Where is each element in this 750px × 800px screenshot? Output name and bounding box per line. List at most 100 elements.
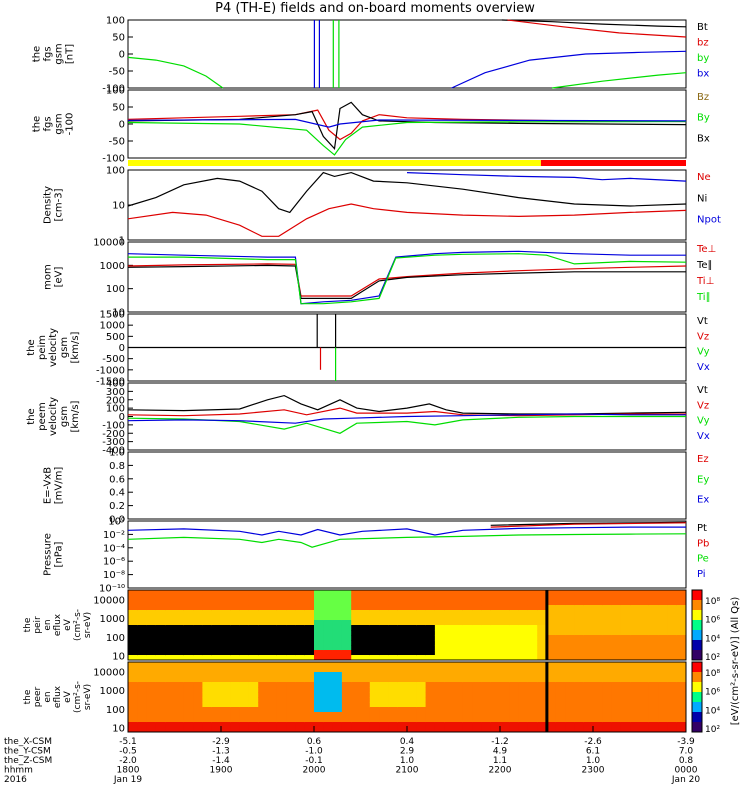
spectrogram-cell bbox=[397, 712, 408, 718]
colorbar-tick: 10² bbox=[705, 653, 720, 663]
spectrogram-cell bbox=[676, 625, 687, 631]
spectrogram-cell bbox=[611, 687, 622, 693]
spectrogram-cell bbox=[537, 662, 547, 668]
spectrogram-cell bbox=[304, 625, 315, 631]
spectrogram-cell bbox=[360, 677, 371, 683]
spectrogram-cell bbox=[211, 697, 222, 703]
spectrogram-cell bbox=[193, 615, 203, 621]
spectrogram-cell bbox=[137, 615, 148, 621]
spectrogram-cell bbox=[267, 655, 278, 661]
spectrogram-cell bbox=[341, 682, 352, 688]
spectrogram-cell bbox=[183, 635, 194, 641]
spectrogram-cell bbox=[128, 645, 138, 651]
spectrogram-cell bbox=[472, 650, 482, 656]
spectrogram-cell bbox=[611, 650, 622, 656]
spectrogram-cell bbox=[509, 697, 520, 703]
spectrogram-cell bbox=[527, 672, 538, 678]
spectrogram-cell bbox=[155, 677, 166, 683]
spectrogram-cell bbox=[267, 702, 278, 708]
spectrogram-cell bbox=[407, 702, 417, 708]
colorbar-segment bbox=[692, 722, 702, 733]
spectrogram-cell bbox=[667, 677, 678, 683]
spectrogram-cell bbox=[565, 610, 575, 616]
spectrogram-cell bbox=[472, 635, 482, 641]
spectrogram-cell bbox=[444, 712, 454, 718]
spectrogram-cell bbox=[444, 687, 454, 693]
spectrogram-cell bbox=[453, 727, 464, 733]
spectrogram-cell bbox=[397, 682, 408, 688]
spectrogram-cell bbox=[351, 717, 361, 723]
spectrogram-cell bbox=[425, 600, 436, 606]
y-axis-label: eflux bbox=[53, 685, 63, 708]
spectrogram-cell bbox=[509, 630, 520, 636]
spectrogram-cell bbox=[639, 692, 650, 698]
x-csm: -5.1 bbox=[119, 737, 137, 747]
spectrogram-cell bbox=[193, 712, 203, 718]
spectrogram-cell bbox=[630, 667, 640, 673]
spectrogram-cell bbox=[128, 620, 138, 626]
spectrogram-cell bbox=[369, 727, 380, 733]
spectrogram-cell bbox=[248, 722, 259, 728]
spectrogram-cell bbox=[648, 630, 659, 636]
spectrogram-cell bbox=[332, 630, 343, 636]
spectrogram-cell bbox=[620, 635, 631, 641]
spectrogram-cell bbox=[258, 630, 268, 636]
spectrogram-cell bbox=[602, 692, 613, 698]
spectrogram-cell bbox=[155, 605, 166, 611]
spectrogram-cell bbox=[630, 640, 640, 646]
spectrogram-cell bbox=[648, 615, 659, 621]
spectrogram-cell bbox=[630, 687, 640, 693]
spectrogram-cell bbox=[174, 650, 185, 656]
spectrogram-cell bbox=[444, 677, 454, 683]
spectrogram-cell bbox=[155, 712, 166, 718]
spectrogram-cell bbox=[546, 712, 557, 718]
spectrogram-cell bbox=[574, 707, 585, 713]
spectrogram-cell bbox=[602, 590, 613, 596]
spectrogram-cell bbox=[565, 595, 575, 601]
spectrogram-cell bbox=[276, 640, 287, 646]
spectrogram-cell bbox=[239, 655, 250, 661]
spectrogram-cell bbox=[444, 707, 454, 713]
spectrogram-cell bbox=[593, 655, 603, 661]
spectrogram-cell bbox=[462, 595, 473, 601]
spectrogram-cell bbox=[658, 625, 668, 631]
spectrogram-cell bbox=[369, 712, 380, 718]
spectrogram-cell bbox=[620, 600, 631, 606]
spectrogram-cell bbox=[258, 595, 268, 601]
spectrogram-cell bbox=[155, 625, 166, 631]
spectrogram-cell bbox=[676, 672, 687, 678]
spectrogram-cell bbox=[286, 727, 296, 733]
spectrogram-cell bbox=[565, 620, 575, 626]
spectrogram-cell bbox=[295, 620, 306, 626]
spectrogram-cell bbox=[146, 702, 157, 708]
spectrogram-cell bbox=[639, 615, 650, 621]
spectrogram-cell bbox=[388, 687, 399, 693]
spectrogram-cell bbox=[146, 722, 157, 728]
spectrogram-cell bbox=[462, 722, 473, 728]
spectrogram-cell bbox=[527, 635, 538, 641]
spectrogram-cell bbox=[239, 667, 250, 673]
spectrogram-cell bbox=[676, 707, 687, 713]
spectrogram-cell bbox=[295, 635, 306, 641]
spectrogram-cell bbox=[174, 662, 185, 668]
spectrogram-cell bbox=[630, 645, 640, 651]
spectrogram-cell bbox=[518, 625, 529, 631]
spectrogram-cell bbox=[583, 672, 594, 678]
spectrogram-cell bbox=[239, 595, 250, 601]
spectrogram-cell bbox=[258, 645, 268, 651]
spectrogram-cell bbox=[202, 722, 213, 728]
spectrogram-cell bbox=[425, 645, 436, 651]
spectrogram-cell bbox=[314, 640, 324, 646]
spectrogram-cell bbox=[593, 590, 603, 596]
y-tick-label: 0 bbox=[119, 343, 125, 354]
spectrogram-cell bbox=[583, 712, 594, 718]
spectrogram-cell bbox=[341, 645, 352, 651]
spectrogram-cell bbox=[360, 650, 371, 656]
spectrogram-cell bbox=[137, 650, 148, 656]
spectrogram-cell bbox=[462, 600, 473, 606]
y-tick-label: 300 bbox=[106, 387, 125, 398]
spectrogram-cell bbox=[239, 625, 250, 631]
spectrogram-cell bbox=[304, 692, 315, 698]
spectrogram-cell bbox=[314, 650, 324, 656]
spectrogram-cell bbox=[341, 687, 352, 693]
